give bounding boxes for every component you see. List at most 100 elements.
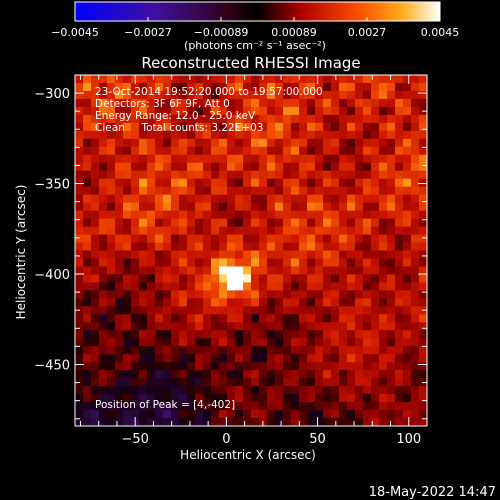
heatmap-cell <box>283 346 292 355</box>
heatmap-cell <box>379 306 388 315</box>
heatmap-cell <box>267 290 276 299</box>
heatmap-cell <box>331 258 340 268</box>
heatmap-cell <box>339 186 348 196</box>
heatmap-cell <box>243 418 252 426</box>
heatmap-cell <box>403 314 412 323</box>
heatmap-cell <box>91 130 100 140</box>
heatmap-cell <box>203 378 212 387</box>
heatmap-cell <box>107 202 116 212</box>
heatmap-cell <box>107 306 116 315</box>
x-axis: −50 0 50 100 <box>79 75 428 447</box>
heatmap-cell <box>75 250 84 260</box>
heatmap-cell <box>139 298 148 307</box>
heatmap-cell <box>259 170 268 180</box>
heatmap-cell <box>331 314 340 323</box>
heatmap-cell <box>227 314 236 323</box>
heatmap-cell <box>267 178 276 188</box>
heatmap-cell <box>291 330 300 339</box>
heatmap-cell <box>267 338 276 347</box>
heatmap-cell <box>371 394 380 403</box>
heatmap-cell <box>235 330 244 339</box>
heatmap-cell <box>291 194 300 204</box>
heatmap-cell <box>387 378 396 387</box>
heatmap-cell <box>99 146 108 156</box>
heatmap-cell <box>179 322 188 331</box>
heatmap-cell <box>275 346 284 355</box>
heatmap-cell <box>283 138 292 148</box>
heatmap-cell <box>283 122 292 132</box>
heatmap-cell <box>139 410 148 419</box>
heatmap-cell <box>107 170 116 180</box>
heatmap-cell <box>123 346 132 355</box>
heatmap-cell <box>219 122 228 132</box>
heatmap-cell <box>403 226 412 236</box>
heatmap-cell <box>395 138 404 148</box>
heatmap-cell <box>315 106 324 116</box>
heatmap-cell <box>91 90 100 100</box>
heatmap-cell <box>323 138 332 148</box>
heatmap-cell <box>139 226 148 236</box>
heatmap-cell <box>275 90 284 100</box>
heatmap-cell <box>91 418 100 426</box>
heatmap-cell <box>171 314 180 323</box>
heatmap-cell <box>331 106 340 116</box>
heatmap-cell <box>107 242 116 252</box>
heatmap-cell <box>395 370 404 379</box>
heatmap-cell <box>291 250 300 260</box>
heatmap-cell <box>371 114 380 124</box>
heatmap-cell <box>91 338 100 347</box>
heatmap-cell <box>91 378 100 387</box>
heatmap-cell <box>331 114 340 124</box>
heatmap-cell <box>115 354 124 363</box>
heatmap-cell <box>235 98 244 108</box>
heatmap-cell <box>387 346 396 355</box>
heatmap-cell <box>267 82 276 92</box>
heatmap-cell <box>211 338 220 347</box>
heatmap-cell <box>267 210 276 220</box>
heatmap-cell <box>275 394 284 403</box>
heatmap-cell <box>243 250 252 260</box>
heatmap-cell <box>171 106 180 116</box>
heatmap-cell <box>259 402 268 411</box>
heatmap-cell <box>291 346 300 355</box>
heatmap-cell <box>139 250 148 260</box>
heatmap-cell <box>139 314 148 323</box>
heatmap-cell <box>379 354 388 363</box>
heatmap-cell <box>315 82 324 92</box>
heatmap-cell <box>107 330 116 339</box>
heatmap-cell <box>291 306 300 315</box>
heatmap-cell <box>107 274 116 284</box>
heatmap-cell <box>91 266 100 276</box>
y-axis-label: Heliocentric Y (arcsec) <box>14 185 28 320</box>
heatmap-cell <box>227 114 236 124</box>
heatmap-cell <box>283 90 292 100</box>
heatmap-cell <box>387 186 396 196</box>
heatmap-cell <box>411 186 420 196</box>
heatmap-cell <box>243 242 252 252</box>
heatmap-cell <box>75 162 84 172</box>
heatmap-cell <box>283 314 292 323</box>
heatmap-cell <box>131 314 140 323</box>
heatmap-cell <box>91 322 100 331</box>
heatmap-cell <box>259 362 268 371</box>
heatmap-cell <box>203 122 212 132</box>
heatmap-cell <box>371 162 380 172</box>
heatmap-cell <box>291 146 300 156</box>
heatmap-cell <box>171 82 180 92</box>
heatmap-cell <box>403 394 412 403</box>
heatmap-cell <box>259 202 268 212</box>
heatmap-cell <box>355 90 364 100</box>
heatmap-cell <box>347 146 356 156</box>
heatmap-cell <box>267 282 276 291</box>
heatmap-cell <box>275 82 284 92</box>
colorbar: −0.0045 −0.0027 −0.00089 0.00089 0.0027 0.004… <box>51 1 459 52</box>
heatmap-cell <box>395 354 404 363</box>
heatmap-cell <box>147 202 156 212</box>
heatmap-cell <box>259 82 268 92</box>
heatmap-cell <box>75 354 84 363</box>
heatmap-cell <box>307 130 316 140</box>
heatmap-cell <box>299 306 308 315</box>
heatmap-cell <box>75 75 84 84</box>
heatmap-cell <box>387 274 396 284</box>
heatmap-cell <box>395 130 404 140</box>
